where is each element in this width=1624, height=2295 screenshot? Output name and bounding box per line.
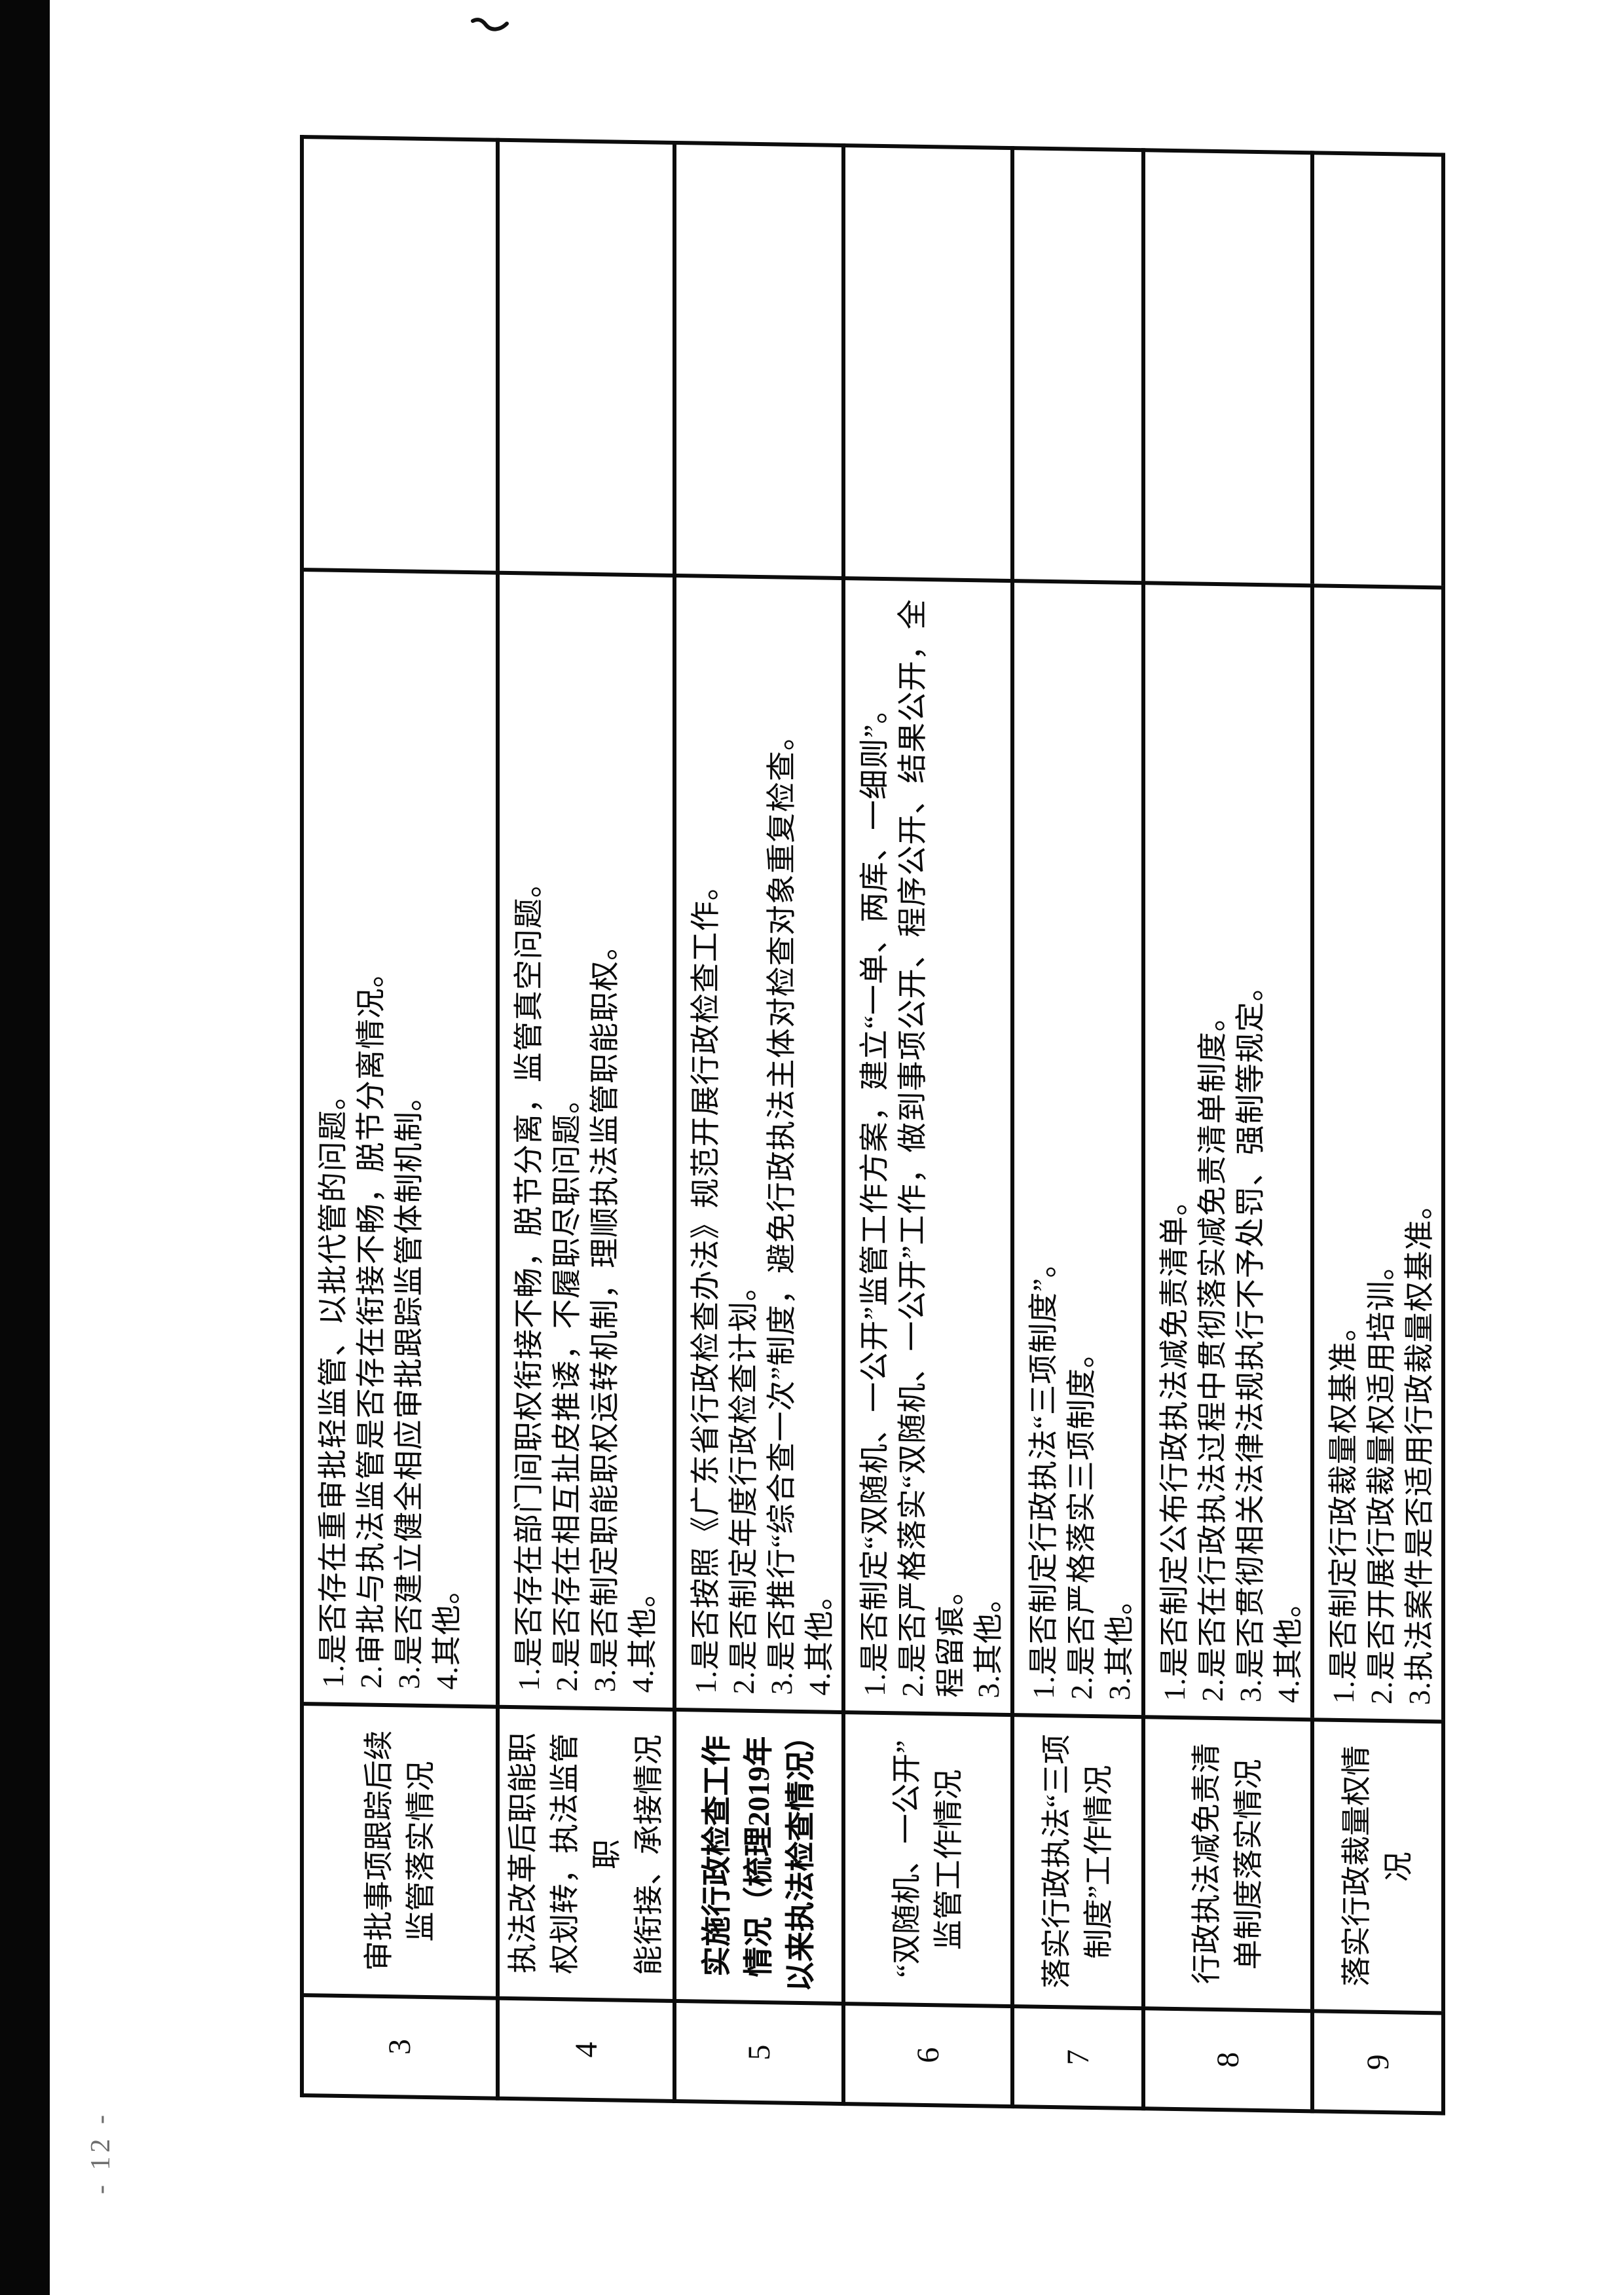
check-item: 3.其他。	[1103, 1583, 1136, 1701]
row-items: 1.是否制定“双随机、一公开”监管工作方案，建立“一单、两库、一细则”。 2.是…	[843, 578, 1012, 1716]
check-item: 2.是否在行政执法过程中贯彻落实减免责清单制度。	[1196, 1000, 1229, 1702]
row-remark-empty	[1012, 148, 1143, 583]
row-topic: 落实行政执法“三项 制度”工作情况	[1012, 1715, 1143, 2009]
row-items: 1.是否制定行政裁量权基准。 2.是否开展行政裁量权适用培训。 3.执法案件是否…	[1312, 585, 1443, 1722]
inspection-items-table: 3 审批事项跟踪后续 监管落实情况 1.是否存在重审批轻监管、以批代管的问题。 …	[300, 135, 1445, 2115]
check-item: 2.是否开展行政裁量权适用培训。	[1365, 1249, 1398, 1705]
scan-edge-band	[0, 0, 50, 2295]
check-item: 4.其他。	[803, 1579, 836, 1696]
table-row: 5 实施行政检查工作 情况（梳理2019年 以来执法检查情况） 1.是否按照《广…	[674, 142, 843, 2104]
check-item: 4.其他。	[1272, 1586, 1305, 1704]
row-topic: 执法改革后职能职 权划转，执法监管职 能衔接、承接情况	[498, 1706, 674, 2001]
row-number: 6	[843, 2004, 1012, 2107]
handwritten-tick-icon	[470, 12, 516, 41]
table-row: 9 落实行政裁量权情 况 1.是否制定行政裁量权基准。 2.是否开展行政裁量权适…	[1312, 153, 1443, 2114]
row-number: 3	[302, 1995, 498, 2099]
page-number: - 12 -	[86, 2111, 116, 2194]
check-item: 1.是否制定公布行政执法减免责清单。	[1158, 1184, 1191, 1702]
row-topic: 行政执法减免责清 单制度落实情况	[1143, 1717, 1312, 2011]
check-item: 3.是否建立健全相应审批跟踪监管体制机制。	[392, 1080, 426, 1690]
row-number: 5	[674, 2000, 843, 2104]
row-items: 1.是否制定公布行政执法减免责清单。 2.是否在行政执法过程中贯彻落实减免责清单…	[1143, 583, 1312, 1720]
check-item: 1.是否制定“双随机、一公开”监管工作方案，建立“一单、两库、一细则”。	[858, 693, 891, 1697]
check-item: 3.是否贯彻相关法律法规执行不予处罚、强制等规定。	[1234, 970, 1267, 1703]
check-item: 4.其他。	[626, 1576, 659, 1693]
table-row: 4 执法改革后职能职 权划转，执法监管职 能衔接、承接情况 1.是否存在部门间职…	[498, 139, 674, 2101]
row-remark-empty	[302, 137, 498, 573]
row-remark-empty	[843, 145, 1012, 581]
row-items: 1.是否存在重审批轻监管、以批代管的问题。 2.审批与执法监管是否存在衔接不畅，…	[302, 570, 498, 1707]
check-item: 2.是否存在相互扯皮推诿，不履职尽职问题。	[550, 1082, 583, 1692]
row-items: 1.是否制定行政执法“三项制度”。 2.是否严格落实三项制度。 3.其他。	[1012, 581, 1143, 1717]
table-row: 7 落实行政执法“三项 制度”工作情况 1.是否制定行政执法“三项制度”。 2.…	[1012, 148, 1143, 2109]
row-topic: 审批事项跟踪后续 监管落实情况	[302, 1704, 498, 1998]
row-items: 1.是否存在部门间职权衔接不畅，脱节分离，监管真空问题。 2.是否存在相互扯皮推…	[498, 572, 674, 1710]
row-remark-empty	[1143, 150, 1312, 586]
table-row: 6 “双随机、一公开” 监管工作情况 1.是否制定“双随机、一公开”监管工作方案…	[843, 145, 1012, 2107]
check-item: 1.是否按照《广东省行政检查办法》规范开展行政检查工作。	[689, 869, 722, 1695]
check-item: 2.是否严格落实“双随机、一公开”工作，做到事项公开、程序公开、结果公开，全程留…	[896, 598, 967, 1698]
row-remark-empty	[498, 139, 674, 576]
row-topic: 实施行政检查工作 情况（梳理2019年 以来执法检查情况）	[674, 1709, 843, 2004]
row-number: 4	[498, 1998, 674, 2101]
check-item: 4.其他。	[430, 1573, 464, 1690]
row-remark-empty	[1312, 153, 1443, 588]
row-number: 9	[1312, 2011, 1443, 2114]
check-item: 1.是否存在部门间职权衔接不畅，脱节分离，监管真空问题。	[512, 866, 545, 1691]
check-item: 2.是否严格落实三项制度。	[1065, 1336, 1098, 1700]
check-item: 3.是否制定职能职权运转机制，理顺执法监管职能职权。	[588, 929, 621, 1693]
check-item: 3.执法案件是否适用行政裁量权基准。	[1403, 1188, 1436, 1706]
check-item: 3.是否推行“综合查一次”制度，避免行政执法主体对检查对象重复检查。	[765, 719, 798, 1695]
row-number: 7	[1012, 2006, 1143, 2109]
check-item: 2.是否制定年度行政检查计划。	[727, 1270, 760, 1695]
row-number: 8	[1143, 2008, 1312, 2112]
check-item: 1.是否制定行政执法“三项制度”。	[1027, 1247, 1060, 1700]
check-item: 2.审批与执法监管是否存在衔接不畅，脱节分离情况。	[354, 956, 388, 1689]
table-row: 8 行政执法减免责清 单制度落实情况 1.是否制定公布行政执法减免责清单。 2.…	[1143, 150, 1312, 2112]
check-item: 3.其他。	[972, 1581, 1005, 1698]
rotated-table-area: 3 审批事项跟踪后续 监管落实情况 1.是否存在重审批轻监管、以批代管的问题。 …	[300, 137, 1443, 2115]
row-items: 1.是否按照《广东省行政检查办法》规范开展行政检查工作。 2.是否制定年度行政检…	[674, 575, 843, 1713]
table-row: 3 审批事项跟踪后续 监管落实情况 1.是否存在重审批轻监管、以批代管的问题。 …	[302, 137, 498, 2099]
check-item: 1.是否存在重审批轻监管、以批代管的问题。	[316, 1078, 350, 1689]
row-topic: “双随机、一公开” 监管工作情况	[843, 1712, 1012, 2007]
row-remark-empty	[674, 142, 843, 579]
row-topic: 落实行政裁量权情 况	[1312, 1719, 1443, 2013]
check-item: 1.是否制定行政裁量权基准。	[1327, 1310, 1360, 1704]
